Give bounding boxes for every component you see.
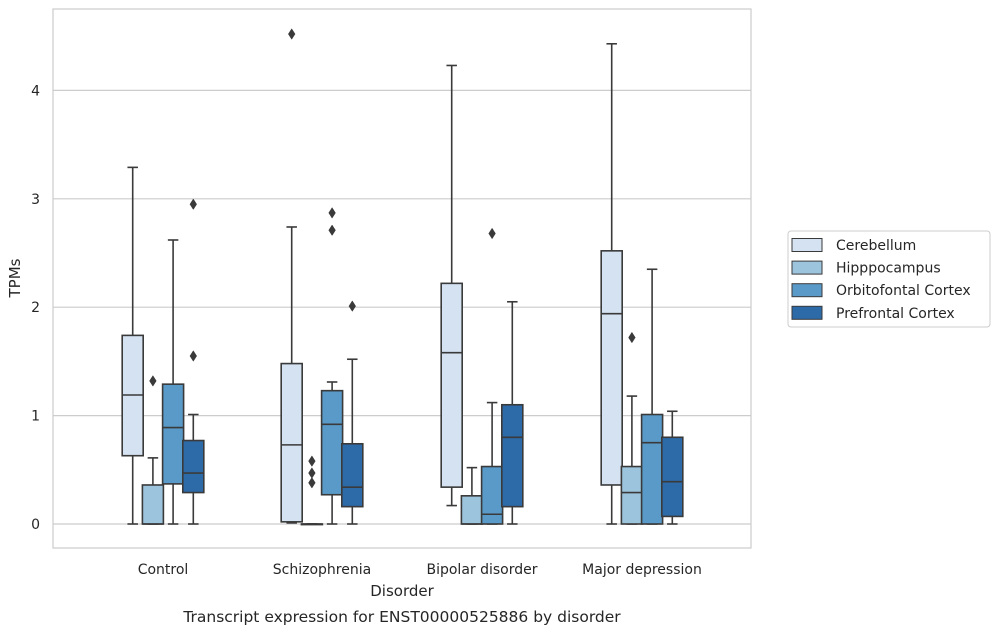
category-label: Major depression [582,562,702,578]
outlier-point [308,467,316,479]
outlier-point [189,350,197,362]
y-tick-label: 3 [31,192,40,208]
box-body [620,465,644,525]
legend-label: Orbitofontal Cortex [836,283,971,299]
outlier-point [348,300,356,312]
box-0-2 [161,239,185,525]
box-2-1 [460,466,484,525]
box-0-0 [121,166,144,525]
box-body [141,484,165,525]
category-label: Bipolar disorder [426,562,537,578]
box-2-3 [500,300,524,525]
legend-label: Hipppocampus [836,261,941,277]
outlier-point [628,331,636,344]
y-tick-label: 0 [31,517,40,533]
y-tick-label: 1 [31,409,40,425]
box-body [480,465,504,525]
box-body [161,383,185,485]
plot-frame [52,8,752,549]
box-body [640,413,664,525]
box-body [340,442,364,508]
box-0-3 [182,198,205,525]
box-body [600,250,624,486]
box-body [500,403,524,508]
box-3-3 [660,410,684,525]
y-tick-labels: 0 1 2 3 4 [31,83,40,533]
box-body [660,436,684,518]
box-3-1 [620,331,644,525]
legend-swatch [791,305,823,320]
box-1-2 [320,207,344,525]
category-labels: Control Schizophrenia Bipolar disorder Majo… [138,562,702,578]
outlier-point [149,375,157,387]
box-2-0 [440,64,464,507]
box-body [320,389,344,496]
box-0-1 [141,375,165,525]
box-1-1 [300,455,324,526]
outlier-point [308,455,316,467]
outlier-point [288,28,296,40]
x-axis-label: Disorder [370,582,434,600]
box-body [460,495,484,525]
legend: Cerebellum Hipppocampus Orbitofontal Corte… [787,230,991,328]
box-3-0 [600,42,624,525]
y-axis-label: TPMs [6,258,24,298]
y-tick-label: 2 [31,300,40,316]
legend-swatch [791,238,823,252]
box-body [440,282,464,488]
box-2-2 [480,227,504,525]
category-label: Control [138,562,189,578]
outlier-point [488,227,496,240]
outlier-point [189,198,197,210]
y-tick-label: 4 [31,83,40,99]
box-3-2 [640,268,664,525]
legend-frame [787,230,991,328]
legend-swatch [791,260,823,275]
legend-swatch [791,283,823,298]
box-body [182,439,205,494]
chart-caption: Transcript expression for ENST0000052588… [182,608,621,626]
legend-label: Prefrontal Cortex [836,306,955,322]
outlier-point [328,224,336,236]
box-1-3 [340,300,364,525]
outlier-point [308,477,316,489]
category-label: Schizophrenia [273,562,371,578]
legend-label: Cerebellum [836,238,916,254]
box-marks [121,28,684,526]
box-1-0 [280,28,304,524]
outlier-point [328,207,336,219]
box-body [280,362,304,523]
